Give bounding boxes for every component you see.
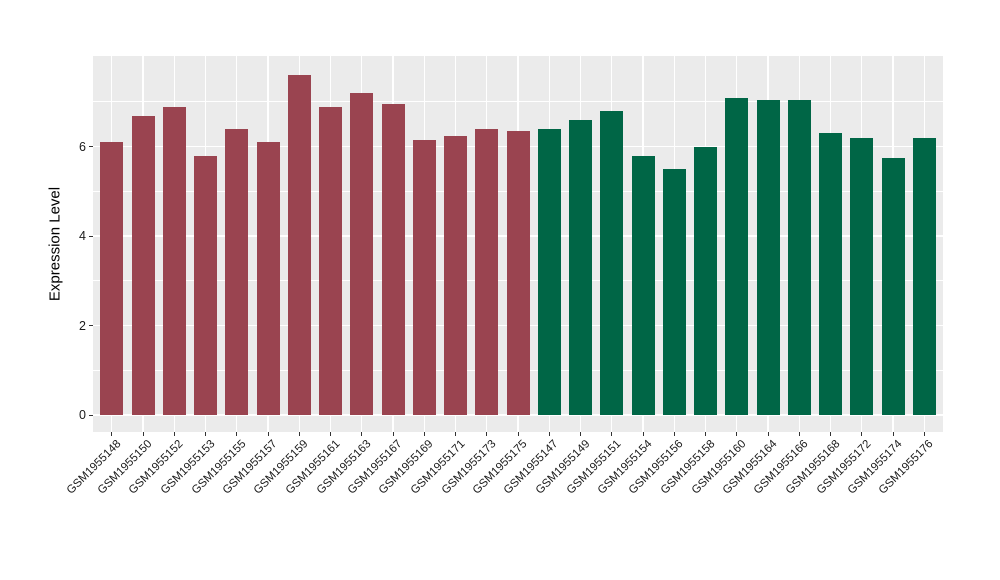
y-tick-mark (89, 414, 93, 416)
bar-GSM1955173 (475, 128, 499, 415)
x-tick-mark (861, 432, 863, 436)
y-tick-label: 6 (79, 139, 86, 154)
bar-GSM1955156 (662, 169, 686, 415)
x-tick-mark (236, 432, 238, 436)
x-tick-mark (892, 432, 894, 436)
x-tick-mark (798, 432, 800, 436)
x-tick-mark (767, 432, 769, 436)
x-tick-mark (548, 432, 550, 436)
x-tick-mark (423, 432, 425, 436)
y-tick-mark (89, 146, 93, 148)
y-tick-mark (89, 325, 93, 327)
bar-GSM1955175 (506, 131, 530, 415)
bar-GSM1955168 (819, 133, 842, 415)
bar-GSM1955161 (319, 106, 342, 415)
x-tick-mark (142, 432, 144, 436)
x-tick-mark (830, 432, 831, 436)
x-tick-mark (486, 432, 488, 436)
x-tick-mark (923, 432, 925, 436)
x-tick-mark (673, 432, 675, 436)
bar-GSM1955160 (725, 97, 749, 415)
bar-GSM1955169 (412, 140, 436, 415)
plot-panel (93, 56, 943, 432)
bar-GSM1955171 (444, 135, 467, 415)
x-tick-mark (330, 432, 331, 436)
bar-GSM1955163 (350, 93, 374, 415)
x-tick-mark (267, 432, 269, 436)
x-tick-mark (173, 432, 175, 436)
x-tick-mark (392, 432, 394, 436)
x-tick-mark (580, 432, 581, 436)
bar-GSM1955164 (756, 99, 780, 415)
bar-GSM1955157 (256, 142, 280, 415)
x-tick-mark (205, 432, 206, 436)
bar-GSM1955158 (694, 146, 717, 415)
x-tick-mark (705, 432, 706, 436)
y-tick-label: 0 (79, 408, 86, 422)
bar-GSM1955174 (881, 157, 905, 415)
y-tick-label: 2 (79, 318, 86, 333)
x-tick-mark (736, 432, 738, 436)
bar-GSM1955159 (287, 75, 311, 415)
x-tick-mark (455, 432, 456, 436)
bar-GSM1955153 (194, 155, 217, 415)
bar-GSM1955166 (787, 99, 811, 415)
bar-GSM1955150 (131, 115, 155, 415)
x-tick-mark (361, 432, 363, 436)
bar-GSM1955176 (912, 137, 936, 415)
y-tick-mark (89, 235, 93, 237)
bar-GSM1955172 (850, 137, 874, 415)
x-tick-mark (298, 432, 300, 436)
x-tick-mark (642, 432, 644, 436)
bar-GSM1955167 (381, 104, 405, 415)
bar-GSM1955149 (569, 119, 592, 415)
bar-GSM1955152 (162, 106, 186, 415)
y-tick-label: 4 (79, 229, 86, 244)
bar-GSM1955155 (225, 128, 249, 415)
bar-GSM1955154 (631, 155, 655, 415)
bar-GSM1955148 (100, 142, 124, 415)
x-tick-mark (611, 432, 613, 436)
x-tick-mark (517, 432, 519, 436)
bar-GSM1955147 (537, 128, 561, 415)
bar-GSM1955151 (600, 111, 624, 415)
x-tick-mark (111, 432, 113, 436)
